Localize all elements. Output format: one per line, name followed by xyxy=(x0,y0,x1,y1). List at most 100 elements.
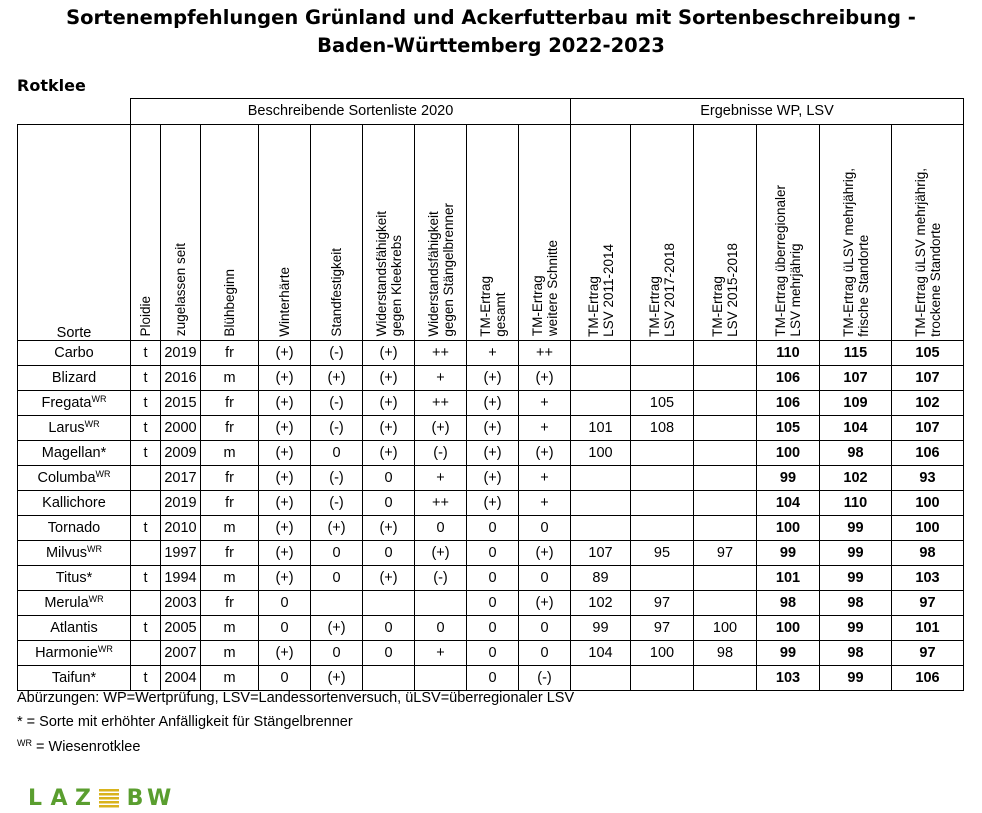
variety-name: Tornado xyxy=(17,515,131,541)
cell-stand: (+) xyxy=(310,365,363,391)
cell-lsv3 xyxy=(693,490,757,516)
cell-winter: 0 xyxy=(258,590,311,616)
cell-lsv2: 108 xyxy=(630,415,694,441)
footnote-abbreviations: Abürzungen: WP=Wertprüfung, LSV=Landesso… xyxy=(17,690,575,706)
table-row: HarmonieWR 2007 m (+) 0 0 +0 0 104 100 98 99 98 97 xyxy=(17,640,964,666)
cell-klee: (+) xyxy=(362,365,415,391)
cell-zug: 1994 xyxy=(160,565,201,591)
cell-zug: 2009 xyxy=(160,440,201,466)
cell-lsv2 xyxy=(630,465,694,491)
cell-ue: 103 xyxy=(756,665,820,691)
cell-stand: (-) xyxy=(310,490,363,516)
cell-winter: (+) xyxy=(258,415,311,441)
column-header-lsv-2011: TM-Ertrag LSV 2011-2014 xyxy=(570,124,631,341)
cell-stand: (+) xyxy=(310,615,363,641)
cell-frisch: 98 xyxy=(819,440,892,466)
cell-stand: (-) xyxy=(310,415,363,441)
cell-tmg: (+) xyxy=(466,490,519,516)
cell-klee: (+) xyxy=(362,415,415,441)
cell-lsv1 xyxy=(570,365,631,391)
cell-trocken: 98 xyxy=(891,540,964,566)
cell-tmg: (+) xyxy=(466,390,519,416)
cell-tmw: + xyxy=(518,415,571,441)
column-header-row: Sorte Ploidie zugelassen seit Blühbeginn… xyxy=(17,124,964,341)
variety-name: Taifun* xyxy=(17,665,131,691)
cell-winter: (+) xyxy=(258,540,311,566)
cell-winter: (+) xyxy=(258,390,311,416)
cell-lsv1: 101 xyxy=(570,415,631,441)
footnote-star: * = Sorte mit erhöhter Anfälligkeit für … xyxy=(17,714,353,730)
cell-blueh: fr xyxy=(200,490,259,516)
cell-stand: 0 xyxy=(310,565,363,591)
cell-ploidie: t xyxy=(130,665,161,691)
cell-trocken: 107 xyxy=(891,365,964,391)
cell-blueh: fr xyxy=(200,540,259,566)
cell-stand: (+) xyxy=(310,665,363,691)
cell-lsv2 xyxy=(630,490,694,516)
cell-ploidie: t xyxy=(130,440,161,466)
cell-winter: (+) xyxy=(258,565,311,591)
cell-tmg: 0 xyxy=(466,665,519,691)
cell-frisch: 102 xyxy=(819,465,892,491)
cell-frisch: 115 xyxy=(819,340,892,366)
group-header-results: Ergebnisse WP, LSV xyxy=(570,98,964,125)
cell-ploidie: t xyxy=(130,390,161,416)
cell-tmw: 0 xyxy=(518,615,571,641)
cell-stand: 0 xyxy=(310,440,363,466)
cell-klee: 0 xyxy=(362,615,415,641)
cell-staengel: ++ xyxy=(414,340,467,366)
column-header-lsv-2015: TM-Ertrag LSV 2015-2018 xyxy=(693,124,757,341)
cell-winter: (+) xyxy=(258,440,311,466)
table-row: Taifun* t 2004 m 0 (+) 0 (-) 103 99 106 xyxy=(17,665,964,691)
cell-lsv3: 100 xyxy=(693,615,757,641)
cell-lsv1 xyxy=(570,665,631,691)
page-title: Sortenempfehlungen Grünland und Ackerfut… xyxy=(0,4,982,60)
cell-lsv1: 99 xyxy=(570,615,631,641)
cell-lsv1 xyxy=(570,340,631,366)
cell-tmw: + xyxy=(518,490,571,516)
cell-zug: 2017 xyxy=(160,465,201,491)
cell-trocken: 100 xyxy=(891,490,964,516)
cell-frisch: 99 xyxy=(819,515,892,541)
cell-ue: 99 xyxy=(756,465,820,491)
cell-trocken: 106 xyxy=(891,440,964,466)
cell-lsv1: 107 xyxy=(570,540,631,566)
cell-zug: 2007 xyxy=(160,640,201,666)
cell-ue: 100 xyxy=(756,615,820,641)
cell-zug: 2019 xyxy=(160,490,201,516)
cell-lsv3 xyxy=(693,340,757,366)
cell-lsv2 xyxy=(630,565,694,591)
cell-tmg: + xyxy=(466,340,519,366)
variety-name: FregataWR xyxy=(17,390,131,416)
cell-lsv2: 97 xyxy=(630,615,694,641)
cell-tmg: 0 xyxy=(466,640,519,666)
cell-ue: 104 xyxy=(756,490,820,516)
cell-frisch: 110 xyxy=(819,490,892,516)
cell-tmw: (-) xyxy=(518,665,571,691)
table-row: FregataWR t 2015 fr (+) (-) (+) ++ (+) +105 106 109… xyxy=(17,390,964,416)
cell-klee: (+) xyxy=(362,340,415,366)
cell-klee xyxy=(362,590,415,616)
cell-trocken: 101 xyxy=(891,615,964,641)
column-header-lsv-2017: TM-Ertrag LSV 2017-2018 xyxy=(630,124,694,341)
variety-name: MerulaWR xyxy=(17,590,131,616)
cell-lsv2 xyxy=(630,665,694,691)
column-header-trockene: TM-Ertrag üLSV mehrjährig, trockene Stand… xyxy=(891,124,964,341)
group-header-description: Beschreibende Sortenliste 2020 xyxy=(130,98,571,125)
cell-lsv1: 102 xyxy=(570,590,631,616)
cell-zug: 2004 xyxy=(160,665,201,691)
cell-ploidie xyxy=(130,640,161,666)
cell-ploidie: t xyxy=(130,565,161,591)
cell-klee: 0 xyxy=(362,640,415,666)
table-row: MerulaWR 2003 fr 0 0 (+) 102 97 98 98 97 xyxy=(17,590,964,616)
cell-tmg: (+) xyxy=(466,365,519,391)
footnote-wr: WR = Wiesenrotklee xyxy=(17,738,141,755)
cell-staengel: 0 xyxy=(414,515,467,541)
cell-staengel: (+) xyxy=(414,540,467,566)
cell-klee: (+) xyxy=(362,515,415,541)
cell-tmg: (+) xyxy=(466,465,519,491)
cell-ue: 101 xyxy=(756,565,820,591)
cell-tmw: (+) xyxy=(518,440,571,466)
table-row: Atlantis t 2005 m 0 (+) 0 0 0 0 99 97 100 100 99 101 xyxy=(17,615,964,641)
cell-tmw: + xyxy=(518,390,571,416)
